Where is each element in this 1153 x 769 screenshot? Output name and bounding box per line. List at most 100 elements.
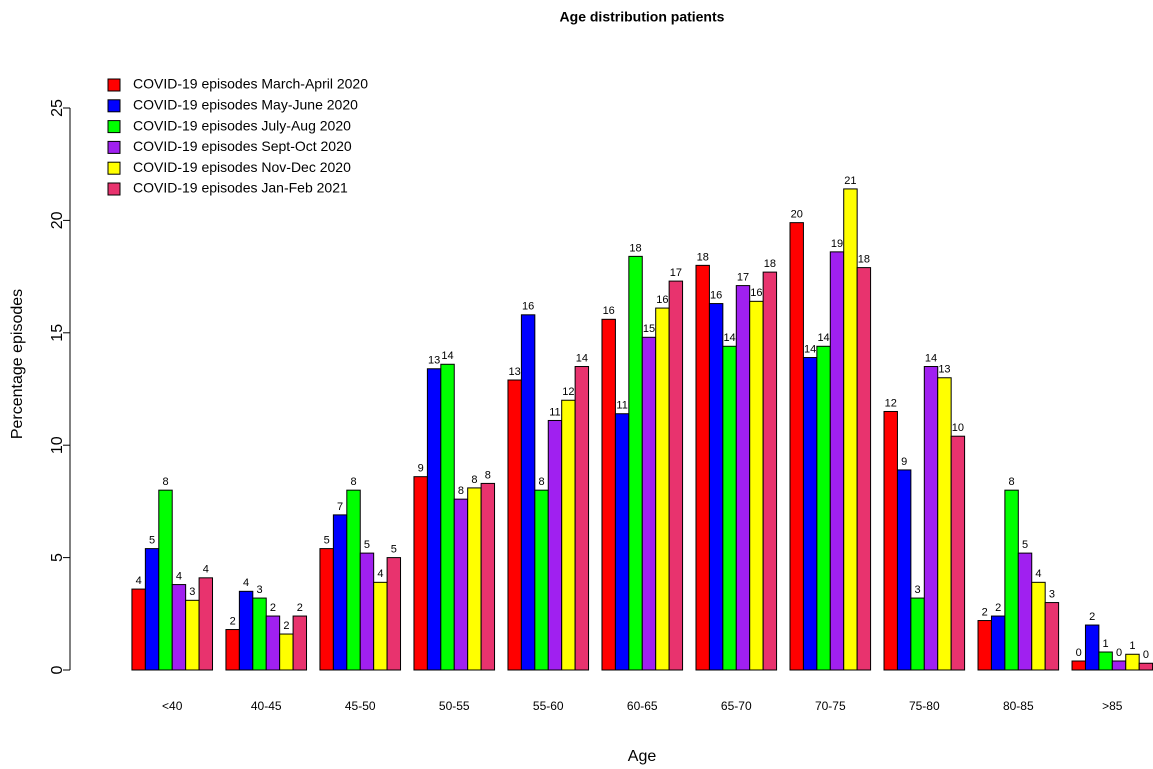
data-label: 4 — [377, 568, 383, 580]
x-tick-label: <40 — [162, 699, 183, 713]
data-label: 19 — [831, 238, 843, 250]
data-label: 17 — [670, 267, 682, 279]
bar — [923, 366, 939, 671]
data-label: 5 — [391, 544, 397, 556]
bar — [346, 489, 361, 671]
data-label: 8 — [1009, 476, 1015, 488]
bar — [413, 476, 428, 671]
legend-swatch — [107, 99, 121, 113]
y-axis-label: Percentage episodes — [9, 289, 26, 439]
bar — [386, 557, 402, 671]
bar — [1071, 660, 1086, 671]
data-label: 14 — [723, 332, 735, 344]
data-label: 12 — [885, 397, 897, 409]
data-label: 0 — [1143, 649, 1149, 661]
bar — [520, 314, 536, 671]
x-tick-label: 70-75 — [815, 699, 846, 713]
legend-swatch — [107, 161, 121, 175]
legend-label: COVID-19 episodes Nov-Dec 2020 — [133, 159, 351, 175]
x-axis-label: Age — [628, 748, 657, 765]
data-label: 4 — [176, 570, 182, 582]
bar — [547, 419, 563, 671]
x-tick-label: 60-65 — [627, 699, 658, 713]
data-label: 14 — [804, 343, 816, 355]
data-label: 16 — [603, 305, 615, 317]
bar — [1111, 660, 1127, 671]
data-label: 18 — [697, 251, 709, 263]
bar — [171, 584, 187, 671]
data-label: 8 — [485, 469, 491, 481]
legend-label: COVID-19 episodes Jan-Feb 2021 — [133, 180, 348, 196]
bar — [1031, 581, 1046, 671]
y-tick-label: 25 — [49, 99, 66, 117]
data-label: 2 — [297, 602, 303, 614]
data-label: 13 — [428, 355, 440, 367]
data-label: 14 — [817, 332, 829, 344]
data-label: 21 — [844, 175, 856, 187]
data-label: 1 — [1129, 640, 1135, 652]
bar — [749, 300, 764, 671]
data-label: 7 — [337, 501, 343, 513]
x-tick-label: 50-55 — [439, 699, 470, 713]
x-tick-label: 65-70 — [721, 699, 752, 713]
bar — [668, 280, 684, 671]
bar — [1084, 624, 1100, 671]
data-label: 18 — [858, 254, 870, 266]
bar — [896, 469, 912, 671]
bar — [990, 615, 1006, 671]
bar — [977, 620, 992, 671]
bar — [467, 487, 482, 671]
data-label: 14 — [441, 350, 453, 362]
bar — [252, 597, 267, 671]
bar — [440, 363, 455, 671]
data-label: 5 — [364, 539, 370, 551]
data-label: 4 — [136, 575, 142, 587]
data-label: 2 — [982, 606, 988, 618]
data-label: 14 — [576, 352, 588, 364]
data-label: 18 — [629, 242, 641, 254]
y-tick-label: 0 — [49, 665, 66, 674]
data-label: 8 — [471, 474, 477, 486]
data-label: 3 — [256, 584, 262, 596]
data-label: 15 — [643, 323, 655, 335]
legend-label: COVID-19 episodes May-June 2020 — [133, 97, 358, 113]
bar — [1017, 552, 1033, 671]
data-label: 3 — [915, 584, 921, 596]
legend-label: COVID-19 episodes Sept-Oct 2020 — [133, 138, 352, 154]
x-tick-label: >85 — [1102, 699, 1123, 713]
bar — [453, 498, 469, 671]
bar — [856, 267, 872, 671]
bar — [883, 410, 898, 671]
data-label: 4 — [203, 564, 209, 576]
x-tick-label: 45-50 — [345, 699, 376, 713]
data-label: 16 — [522, 301, 534, 313]
bar — [1125, 653, 1140, 671]
y-tick-label: 10 — [49, 436, 66, 454]
bar — [198, 577, 214, 671]
data-label: 2 — [270, 602, 276, 614]
data-label: 10 — [952, 422, 964, 434]
bar — [641, 336, 657, 671]
bar — [628, 255, 643, 671]
data-label: 3 — [1049, 588, 1055, 600]
bar — [843, 188, 858, 671]
legend-swatch — [107, 140, 121, 154]
data-label: 16 — [750, 287, 762, 299]
x-tick-label: 55-60 — [533, 699, 564, 713]
bar — [1098, 651, 1113, 671]
data-label: 5 — [149, 535, 155, 547]
bar — [574, 366, 590, 671]
bar — [1044, 602, 1060, 671]
bar — [480, 482, 496, 671]
bar — [279, 633, 294, 671]
x-tick-label: 80-85 — [1003, 699, 1034, 713]
bar — [292, 615, 308, 671]
data-label: 2 — [283, 620, 289, 632]
chart-title: Age distribution patients — [560, 9, 725, 25]
data-label: 3 — [189, 586, 195, 598]
data-label: 8 — [350, 476, 356, 488]
data-label: 8 — [458, 485, 464, 497]
data-label: 5 — [324, 535, 330, 547]
data-label: 16 — [710, 289, 722, 301]
